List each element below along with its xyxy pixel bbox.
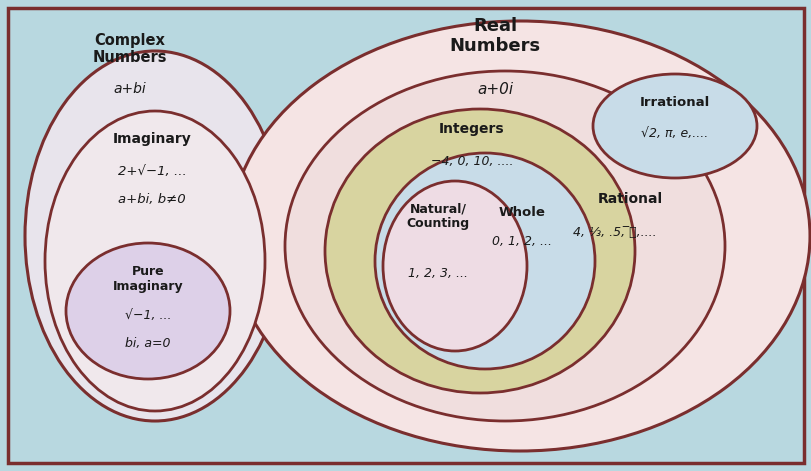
- Ellipse shape: [592, 74, 756, 178]
- Text: 1, 2, 3, ...: 1, 2, 3, ...: [407, 267, 467, 279]
- Ellipse shape: [230, 21, 809, 451]
- Text: bi, a=0: bi, a=0: [125, 336, 170, 349]
- Text: Rational: Rational: [597, 192, 662, 206]
- Ellipse shape: [45, 111, 264, 411]
- Text: Whole: Whole: [498, 206, 545, 219]
- Text: Integers: Integers: [439, 122, 504, 136]
- Text: −4, 0, 10, ....: −4, 0, 10, ....: [430, 154, 513, 168]
- Text: Natural/
Counting: Natural/ Counting: [406, 202, 469, 230]
- Ellipse shape: [66, 243, 230, 379]
- Text: 4, ⅓, .5, ̅ͦ,....: 4, ⅓, .5, ̅ͦ,....: [573, 227, 656, 239]
- Text: Imaginary: Imaginary: [113, 132, 191, 146]
- Text: a+bi: a+bi: [114, 82, 146, 96]
- Ellipse shape: [285, 71, 724, 421]
- Ellipse shape: [383, 181, 526, 351]
- Text: Complex
Numbers: Complex Numbers: [92, 33, 167, 65]
- Text: √2, π, e,....: √2, π, e,....: [641, 127, 708, 139]
- FancyBboxPatch shape: [8, 8, 803, 463]
- Text: 2+√−1, ...: 2+√−1, ...: [118, 164, 187, 178]
- Text: 0, 1, 2, ...: 0, 1, 2, ...: [491, 235, 551, 247]
- Text: a+0i: a+0i: [476, 81, 513, 97]
- Ellipse shape: [25, 51, 285, 421]
- Text: Real
Numbers: Real Numbers: [448, 16, 540, 56]
- Ellipse shape: [375, 153, 594, 369]
- Text: Pure
Imaginary: Pure Imaginary: [113, 265, 183, 293]
- Text: √−1, ...: √−1, ...: [125, 309, 171, 323]
- Ellipse shape: [324, 109, 634, 393]
- Text: Irrational: Irrational: [639, 97, 710, 109]
- Text: a+bi, b≠0: a+bi, b≠0: [118, 193, 186, 205]
